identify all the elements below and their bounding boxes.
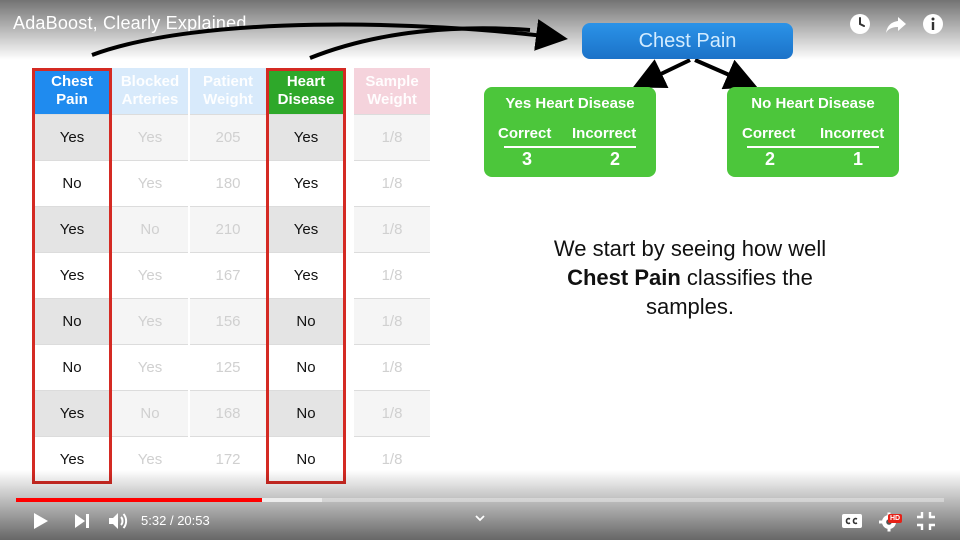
play-icon[interactable] — [28, 509, 52, 533]
next-icon[interactable] — [70, 509, 94, 533]
table-cell: Yes — [112, 160, 188, 206]
leaf-divider — [747, 146, 879, 148]
incorrect-count: 1 — [853, 149, 864, 169]
table-cell: Yes — [268, 114, 344, 160]
table-cell: 1/8 — [354, 114, 430, 160]
time-separator: / — [169, 513, 174, 528]
played-bar — [16, 498, 262, 502]
chevron-down-icon[interactable] — [472, 512, 488, 526]
video-title[interactable]: AdaBoost, Clearly Explained — [13, 13, 247, 33]
clock-icon[interactable] — [848, 12, 872, 36]
correct-label: Correct — [742, 125, 796, 142]
cc-icon[interactable] — [840, 509, 864, 533]
table-cell: 205 — [190, 114, 266, 160]
table-cell: 156 — [190, 298, 266, 344]
column-header-line: Arteries — [121, 91, 179, 108]
column-header-line: Patient — [202, 73, 253, 90]
table-cell: 210 — [190, 206, 266, 252]
column-header: Patient Weight — [190, 68, 266, 114]
table-cell: 1/8 — [354, 298, 430, 344]
caption-line-2: Chest Pain classifies the — [520, 263, 860, 292]
table-cell: No — [34, 298, 110, 344]
column-header-line: Heart — [286, 73, 326, 90]
table-cell: 125 — [190, 344, 266, 390]
info-icon[interactable] — [921, 12, 945, 36]
column-header-line: Weight — [367, 91, 417, 108]
leaf-title: Yes Heart Disease — [505, 95, 635, 112]
table-cell: Yes — [112, 344, 188, 390]
table-cell: No — [268, 390, 344, 436]
leaf-title: No Heart Disease — [751, 95, 875, 112]
highlight-frame — [266, 68, 346, 484]
table-cell: Yes — [112, 252, 188, 298]
leaf-no-heart-disease: No Heart Disease Correct Incorrect 2 1 — [727, 87, 899, 177]
volume-icon[interactable] — [106, 509, 130, 533]
table-cell: 167 — [190, 252, 266, 298]
table-cell: 168 — [190, 390, 266, 436]
table-cell: 1/8 — [354, 206, 430, 252]
table-cell: No — [34, 160, 110, 206]
table-cell: No — [268, 298, 344, 344]
table-cell: Yes — [268, 206, 344, 252]
slide-caption: We start by seeing how well Chest Pain c… — [520, 234, 860, 321]
correct-count: 3 — [522, 149, 533, 169]
column-header-line: Sample — [365, 73, 419, 90]
root-node-chest-pain: Chest Pain — [582, 23, 793, 59]
hd-badge: HD — [888, 514, 903, 523]
caption-bold: Chest Pain — [567, 265, 681, 290]
caption-line-2-rest: classifies the — [680, 265, 813, 290]
column-header: Sample Weight — [354, 68, 430, 114]
table-cell: Yes — [268, 160, 344, 206]
incorrect-count: 2 — [610, 149, 621, 169]
share-icon[interactable] — [884, 12, 908, 36]
column-header: Chest Pain — [34, 68, 110, 114]
table-cell: No — [34, 344, 110, 390]
table-cell: No — [268, 344, 344, 390]
table-cell: Yes — [34, 114, 110, 160]
table-cell: Yes — [268, 252, 344, 298]
table-cell: Yes — [34, 252, 110, 298]
column-header-line: Blocked — [120, 73, 180, 90]
correct-label: Correct — [498, 125, 552, 142]
controls-overlay — [0, 470, 960, 540]
exit-fullscreen-icon[interactable] — [914, 509, 938, 533]
table-cell: No — [112, 206, 188, 252]
table-cell: No — [112, 390, 188, 436]
table-cell: Yes — [34, 206, 110, 252]
progress-bar[interactable] — [16, 498, 944, 502]
time-current: 5:32 — [141, 513, 167, 528]
table-cell: 1/8 — [354, 344, 430, 390]
table-cell: 1/8 — [354, 252, 430, 298]
leaf-divider — [504, 146, 636, 148]
caption-line-3: samples. — [645, 294, 735, 319]
column-header-line: Chest — [51, 73, 93, 90]
incorrect-label: Incorrect — [820, 125, 885, 142]
leaf-yes-heart-disease: Yes Heart Disease Correct Incorrect 3 2 — [484, 87, 656, 177]
table-cell: 1/8 — [354, 390, 430, 436]
table-cell: 1/8 — [354, 160, 430, 206]
correct-count: 2 — [765, 149, 776, 169]
column-header-line: Weight — [203, 91, 253, 108]
table-cell: Yes — [112, 114, 188, 160]
column-header-line: Pain — [56, 91, 88, 108]
table-cell: 180 — [190, 160, 266, 206]
table-cell: Yes — [34, 390, 110, 436]
column-header-line: Disease — [277, 91, 335, 108]
highlight-frame — [32, 68, 112, 484]
time-display: 5:32 / 20:53 — [141, 513, 210, 528]
incorrect-label: Incorrect — [572, 125, 637, 142]
column-header: Blocked Arteries — [112, 68, 188, 114]
table-cell: Yes — [112, 298, 188, 344]
caption-line-1: We start by seeing how well — [553, 236, 827, 261]
time-total: 20:53 — [177, 513, 210, 528]
column-header: Heart Disease — [268, 68, 344, 114]
